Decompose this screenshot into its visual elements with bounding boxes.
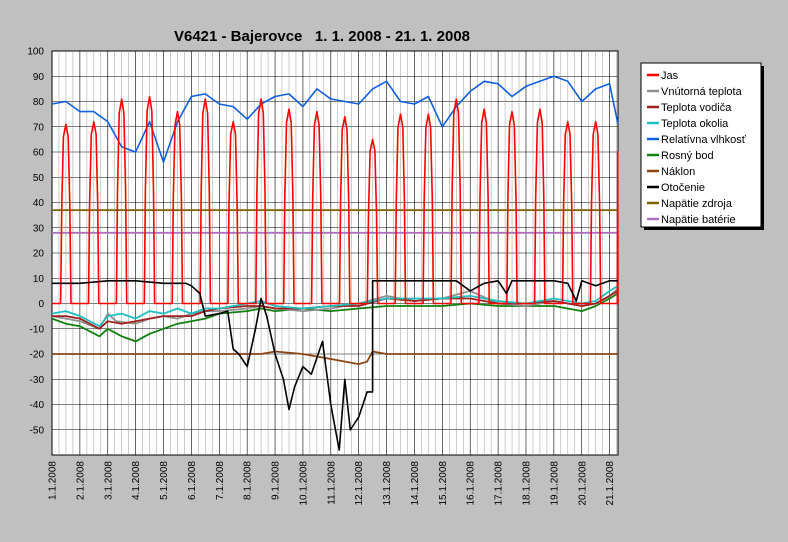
y-tick-label: 60 bbox=[33, 148, 45, 159]
series-line-naklon bbox=[52, 350, 618, 365]
x-tick-label: 10.1.2008 bbox=[298, 461, 309, 506]
x-tick-label: 20.1.2008 bbox=[577, 461, 588, 506]
x-tick-label: 1.1.2008 bbox=[48, 461, 59, 500]
y-tick-label: 50 bbox=[33, 173, 45, 184]
x-tick-label: 21.1.2008 bbox=[605, 461, 616, 506]
x-tick-label: 2.1.2008 bbox=[75, 461, 86, 500]
chart-title: V6421 - Bajerovce 1. 1. 2008 - 21. 1. 20… bbox=[174, 28, 470, 45]
legend-label: Teplota okolia bbox=[661, 118, 729, 130]
x-tick-label: 14.1.2008 bbox=[410, 461, 421, 506]
x-tick-label: 16.1.2008 bbox=[466, 461, 477, 506]
x-tick-label: 4.1.2008 bbox=[131, 461, 142, 500]
legend-label: Jas bbox=[661, 70, 679, 82]
x-tick-label: 13.1.2008 bbox=[382, 461, 393, 506]
y-tick-label: 70 bbox=[33, 122, 45, 133]
legend: Jas Vnútorná teplota Teplota vodiča Teplota… bbox=[640, 62, 764, 230]
series-line-jas bbox=[52, 95, 619, 305]
x-tick-label: 19.1.2008 bbox=[549, 461, 560, 506]
x-tick-label: 15.1.2008 bbox=[438, 461, 449, 506]
series-layer bbox=[51, 75, 619, 451]
y-tick-label: -50 bbox=[30, 425, 45, 436]
y-tick-label: -40 bbox=[30, 400, 45, 411]
x-tick-label: 18.1.2008 bbox=[521, 461, 532, 506]
y-tick-label: 20 bbox=[33, 249, 45, 260]
axes: 1009080706050403020100-10-20-30-40-501.1… bbox=[27, 47, 616, 506]
legend-label: Náklon bbox=[661, 166, 695, 178]
legend-label: Teplota vodiča bbox=[661, 102, 732, 114]
legend-box bbox=[640, 62, 762, 228]
x-tick-label: 3.1.2008 bbox=[103, 461, 114, 500]
legend-label: Relatívna vlhkosť bbox=[661, 134, 747, 146]
x-tick-label: 6.1.2008 bbox=[187, 461, 198, 500]
y-tick-label: 90 bbox=[33, 72, 45, 83]
y-tick-label: 0 bbox=[38, 299, 44, 310]
y-tick-label: 30 bbox=[33, 223, 45, 234]
legend-label: Otočenie bbox=[661, 182, 705, 194]
y-tick-label: -30 bbox=[30, 375, 45, 386]
y-tick-label: 10 bbox=[33, 274, 45, 285]
y-tick-label: -10 bbox=[30, 324, 45, 335]
x-tick-label: 8.1.2008 bbox=[243, 461, 254, 500]
y-tick-label: 100 bbox=[27, 47, 44, 58]
x-tick-label: 7.1.2008 bbox=[215, 461, 226, 500]
x-tick-label: 12.1.2008 bbox=[354, 461, 365, 506]
y-tick-label: 40 bbox=[33, 198, 45, 209]
y-tick-label: -20 bbox=[30, 350, 45, 361]
legend-label: Napätie zdroja bbox=[661, 198, 733, 210]
series-line-otocenie bbox=[52, 280, 618, 451]
legend-label: Rosný bod bbox=[661, 150, 714, 162]
legend-label: Napätie batérie bbox=[661, 214, 736, 226]
x-tick-label: 11.1.2008 bbox=[326, 461, 337, 505]
x-tick-label: 9.1.2008 bbox=[271, 461, 282, 500]
x-tick-label: 17.1.2008 bbox=[494, 461, 505, 506]
legend-label: Vnútorná teplota bbox=[661, 86, 743, 98]
x-tick-label: 5.1.2008 bbox=[159, 461, 170, 500]
y-tick-label: 80 bbox=[33, 97, 45, 108]
